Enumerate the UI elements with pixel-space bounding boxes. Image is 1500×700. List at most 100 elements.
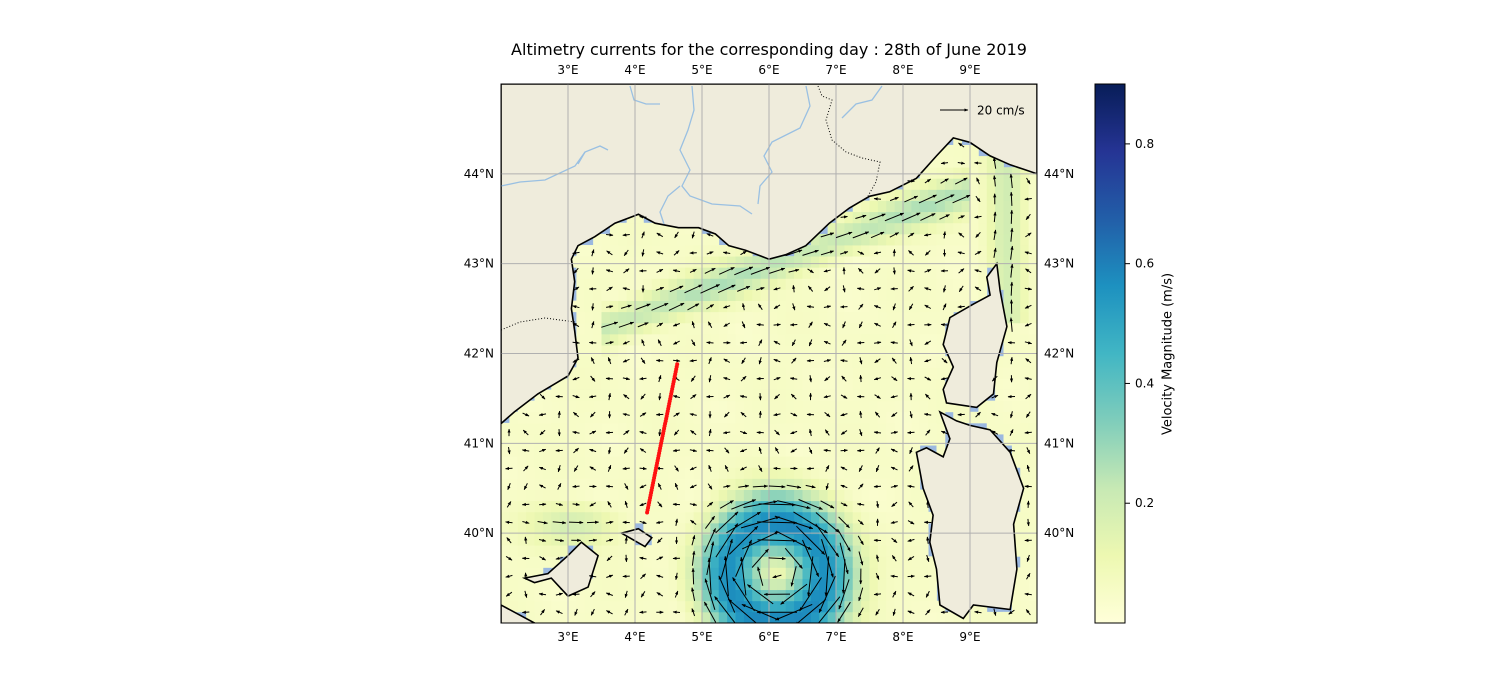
velocity-cell (609, 500, 619, 513)
current-arrow (907, 574, 915, 578)
velocity-cell (551, 467, 561, 479)
map-area[interactable]: 20 cm/s (501, 84, 1037, 632)
current-arrow (572, 376, 580, 381)
velocity-cell (727, 345, 736, 357)
velocity-cell (743, 456, 753, 468)
velocity-cell (702, 289, 711, 302)
velocity-cell (668, 322, 678, 335)
velocity-cell (685, 256, 695, 268)
current-arrow (706, 304, 715, 310)
velocity-cell (1020, 422, 1030, 435)
velocity-cell (1020, 400, 1030, 413)
velocity-cell (676, 600, 686, 613)
velocity-cell (936, 156, 946, 168)
velocity-cell (877, 534, 887, 546)
velocity-cell (517, 534, 527, 546)
velocity-cell (685, 500, 695, 513)
current-arrow (875, 500, 880, 509)
velocity-cell (802, 445, 812, 457)
current-arrow (958, 232, 965, 238)
map-frame (500, 83, 1038, 624)
velocity-cell (743, 522, 753, 535)
lon-tick-label: 5°E (691, 63, 712, 77)
velocity-cell (861, 345, 870, 357)
velocity-cell (794, 434, 803, 446)
current-arrow (835, 231, 853, 239)
velocity-cell (852, 278, 862, 290)
velocity-cell (517, 422, 527, 435)
current-arrow (838, 579, 850, 610)
velocity-cell (903, 211, 912, 224)
velocity-cell (668, 256, 678, 268)
velocity-cell (576, 500, 586, 513)
velocity-cell (919, 400, 929, 413)
velocity-cell (894, 222, 904, 235)
velocity-cell (727, 434, 736, 446)
velocity-cell (601, 333, 611, 346)
velocity-cell (568, 489, 577, 502)
velocity-cell (995, 233, 1004, 246)
current-arrow (859, 429, 863, 437)
current-arrow (505, 574, 513, 578)
velocity-cell (852, 456, 862, 468)
current-arrow (875, 465, 880, 473)
velocity-cell (568, 500, 577, 513)
land-polygon (942, 261, 1008, 409)
velocity-cell (961, 300, 971, 313)
velocity-cell (794, 356, 803, 368)
current-arrow (796, 525, 826, 555)
velocity-cell (727, 356, 736, 368)
velocity-cell (1028, 289, 1037, 302)
velocity-cell (718, 411, 728, 424)
velocity-cell (869, 356, 879, 368)
velocity-cell (526, 411, 535, 424)
velocity-cell (534, 578, 544, 591)
velocity-cell (869, 434, 879, 446)
current-arrow (672, 269, 681, 273)
velocity-cell (718, 578, 728, 591)
velocity-cell (986, 400, 996, 413)
velocity-cell (718, 545, 728, 557)
velocity-cell (1020, 489, 1030, 502)
velocity-cell (534, 456, 544, 468)
velocity-cell (861, 278, 870, 290)
current-arrow (841, 375, 847, 382)
velocity-cell (710, 233, 720, 246)
velocity-cell (894, 356, 904, 368)
current-arrow (717, 284, 736, 294)
velocity-cell (852, 389, 862, 402)
velocity-cell (953, 411, 963, 424)
velocity-cell (593, 267, 602, 279)
velocity-cell (936, 400, 946, 413)
velocity-cell (651, 367, 661, 379)
velocity-cell (978, 189, 988, 201)
velocity-cell (660, 567, 669, 579)
velocity-cell (601, 378, 611, 390)
velocity-cell (693, 511, 703, 524)
velocity-cell (1003, 289, 1013, 302)
velocity-cell (660, 311, 669, 324)
velocity-cell (752, 545, 762, 557)
velocity-cell (886, 222, 896, 235)
velocity-cell (1020, 589, 1030, 602)
velocity-cell (970, 611, 979, 623)
velocity-cell (542, 478, 552, 490)
velocity-cell (836, 589, 845, 602)
velocity-cell (651, 256, 661, 268)
current-arrow (798, 499, 823, 510)
velocity-cell (526, 578, 535, 591)
current-arrow (892, 303, 896, 311)
velocity-cell (995, 167, 1004, 179)
velocity-cell (894, 289, 904, 302)
velocity-cell (1011, 300, 1021, 313)
current-arrow (741, 357, 746, 365)
lat-tick-label: 44°N (464, 167, 494, 181)
velocity-cell (919, 300, 929, 313)
velocity-cell (735, 389, 745, 402)
velocity-cell (534, 489, 544, 502)
velocity-cell (760, 333, 770, 346)
current-arrow (691, 567, 695, 585)
current-arrow (1026, 572, 1031, 580)
velocity-cell (601, 267, 611, 279)
velocity-cell (643, 356, 653, 368)
